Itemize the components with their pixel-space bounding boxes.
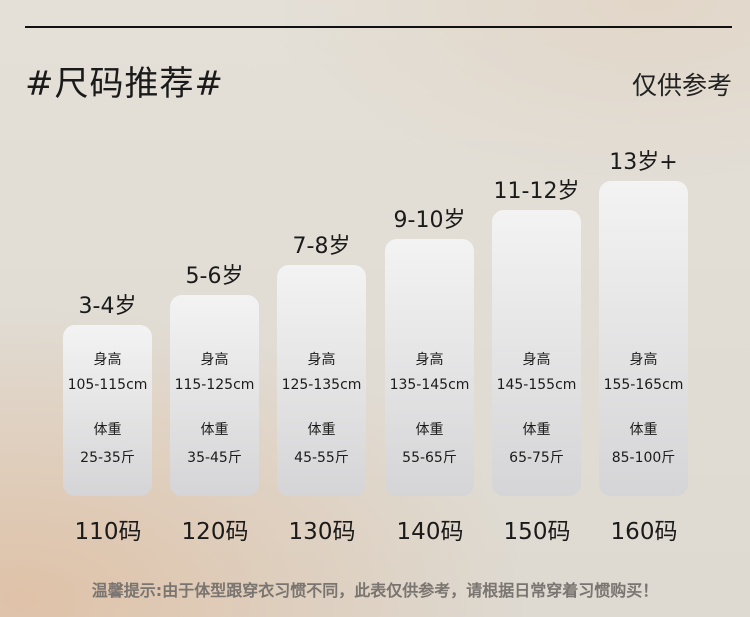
size-column: 7-8岁 身高 125-135cm 体重 45-55斤 <box>277 234 366 496</box>
size-card: 身高 135-145cm 体重 55-65斤 <box>385 239 474 496</box>
size-column: 13岁+ 身高 155-165cm 体重 85-100斤 <box>599 150 688 496</box>
weight-value: 45-55斤 <box>294 450 349 466</box>
size-value: 130码 <box>288 519 356 545</box>
weight-label: 体重 <box>200 422 229 438</box>
size-value: 160码 <box>610 519 678 545</box>
weight-value: 35-45斤 <box>187 450 242 466</box>
weight-label: 体重 <box>629 422 658 438</box>
height-label: 身高 <box>629 352 658 368</box>
weight-value: 65-75斤 <box>509 450 564 466</box>
weight-label: 体重 <box>415 422 444 438</box>
weight-label: 体重 <box>307 422 336 438</box>
height-label: 身高 <box>415 352 444 368</box>
height-value: 135-145cm <box>389 377 470 393</box>
size-column: 3-4岁 身高 105-115cm 体重 25-35斤 <box>63 294 152 496</box>
size-value: 140码 <box>396 519 464 545</box>
age-label: 5-6岁 <box>185 264 244 289</box>
height-label: 身高 <box>93 352 122 368</box>
size-value: 120码 <box>181 519 249 545</box>
page-title: #尺码推荐# <box>25 64 224 104</box>
age-label: 9-10岁 <box>393 208 466 233</box>
height-value: 145-155cm <box>496 377 577 393</box>
size-value: 150码 <box>503 519 571 545</box>
height-value: 155-165cm <box>603 377 684 393</box>
size-value: 110码 <box>74 519 142 545</box>
weight-value: 85-100斤 <box>611 450 676 466</box>
height-label: 身高 <box>307 352 336 368</box>
weight-value: 25-35斤 <box>80 450 135 466</box>
height-label: 身高 <box>200 352 229 368</box>
size-card: 身高 105-115cm 体重 25-35斤 <box>63 325 152 496</box>
weight-label: 体重 <box>522 422 551 438</box>
size-card: 身高 115-125cm 体重 35-45斤 <box>170 295 259 496</box>
size-column: 5-6岁 身高 115-125cm 体重 35-45斤 <box>170 264 259 496</box>
height-label: 身高 <box>522 352 551 368</box>
age-label: 11-12岁 <box>493 179 580 204</box>
size-card: 身高 155-165cm 体重 85-100斤 <box>599 181 688 496</box>
size-column: 9-10岁 身高 135-145cm 体重 55-65斤 <box>385 208 474 496</box>
reference-note: 仅供参考 <box>631 71 732 100</box>
divider <box>25 26 732 28</box>
footer-tip: 温馨提示:由于体型跟穿衣习惯不同，此表仅供参考，请根据日常穿着习惯购买！ <box>91 581 659 600</box>
age-label: 3-4岁 <box>78 294 137 319</box>
weight-value: 55-65斤 <box>402 450 457 466</box>
size-card: 身高 125-135cm 体重 45-55斤 <box>277 265 366 496</box>
height-value: 115-125cm <box>174 377 255 393</box>
age-label: 13岁+ <box>609 150 678 175</box>
height-value: 105-115cm <box>67 377 148 393</box>
age-label: 7-8岁 <box>292 234 351 259</box>
size-column: 11-12岁 身高 145-155cm 体重 65-75斤 <box>492 179 581 496</box>
height-value: 125-135cm <box>281 377 362 393</box>
weight-label: 体重 <box>93 422 122 438</box>
size-card: 身高 145-155cm 体重 65-75斤 <box>492 210 581 496</box>
